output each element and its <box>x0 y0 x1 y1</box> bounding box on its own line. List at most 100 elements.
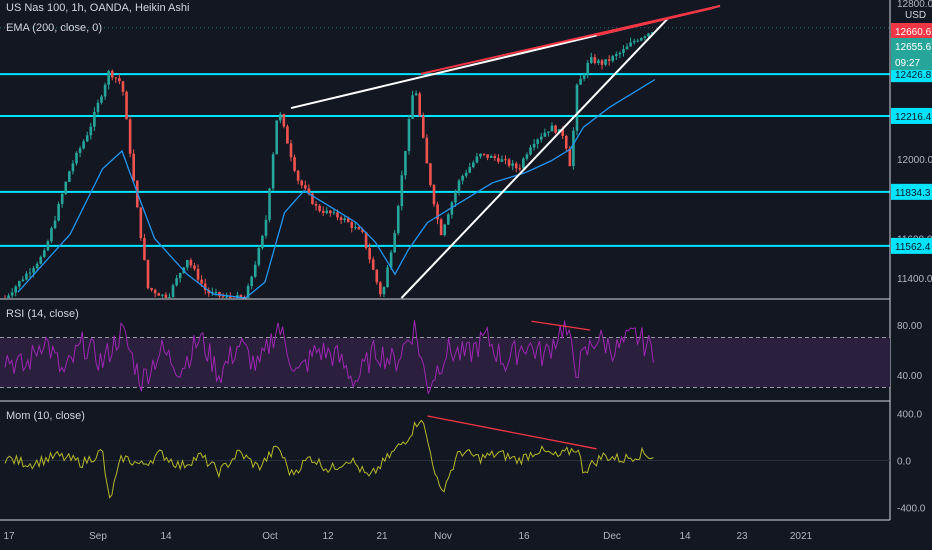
candle-body <box>85 135 89 142</box>
momentum-line <box>0 419 890 499</box>
candle-body <box>393 233 396 253</box>
momentum-path <box>4 419 654 499</box>
candle-body <box>625 46 629 50</box>
candle-body <box>450 202 454 215</box>
candle-body <box>457 180 461 193</box>
candle-body <box>10 292 14 296</box>
candle-body <box>146 259 150 289</box>
candle-body <box>189 259 193 266</box>
candle-body <box>121 81 125 92</box>
candle-body <box>300 180 304 186</box>
candle-body <box>522 158 525 169</box>
rsi-legend[interactable]: RSI (14, close) <box>6 308 79 320</box>
candle-body <box>396 206 400 234</box>
candle-body <box>193 265 196 269</box>
candle-body <box>407 119 411 151</box>
candle-body <box>257 248 261 265</box>
candle-body <box>504 159 507 161</box>
momentum-legend[interactable]: Mom (10, close) <box>6 410 85 422</box>
candle-body <box>311 193 314 205</box>
time-tick-label: 16 <box>518 531 530 542</box>
candle-body <box>357 227 361 230</box>
candle-body <box>103 84 107 97</box>
candle-body <box>100 96 103 103</box>
candle-body <box>253 264 257 277</box>
close-price-tag: 12655.6 <box>895 42 932 53</box>
trendline-annotations <box>290 4 721 299</box>
price-pane[interactable] <box>0 4 890 299</box>
momentum-pane[interactable] <box>0 415 890 499</box>
candle-body <box>32 268 35 273</box>
candle-body <box>489 156 493 158</box>
momentum-tick-label: 0.0 <box>897 457 911 468</box>
candle-body <box>296 170 300 181</box>
candle-body <box>35 263 39 269</box>
candle-body <box>607 59 611 61</box>
candle-body <box>93 111 96 127</box>
rsi-path <box>4 320 654 396</box>
candle-body <box>593 57 597 64</box>
level-tag: 12426.8 <box>895 70 932 81</box>
last-price-tag-bg <box>891 23 932 39</box>
candle-body <box>468 167 472 173</box>
candle-body <box>493 156 497 159</box>
candle-body <box>150 288 153 290</box>
rsi-pane[interactable] <box>0 320 890 396</box>
candle-body <box>110 71 114 78</box>
candle-body <box>600 60 604 65</box>
time-tick-label: Dec <box>603 531 621 542</box>
time-axis[interactable]: 17 Sep 14 Oct 12 21 Nov 16 Dec 14 23 2021 <box>3 531 812 542</box>
candle-body <box>511 163 514 166</box>
candle-body <box>200 279 203 284</box>
candle-body <box>561 129 564 136</box>
candle-body <box>75 152 78 164</box>
candle-body <box>597 60 600 64</box>
time-tick-label: Oct <box>262 531 278 542</box>
candle-body <box>332 212 336 214</box>
candle-body <box>518 168 522 170</box>
candle-body <box>293 157 296 171</box>
candle-body <box>275 120 278 155</box>
candle-body <box>375 269 379 283</box>
level-tag: 12216.4 <box>895 112 932 123</box>
candle-body <box>321 210 325 213</box>
candle-body <box>564 135 568 149</box>
rsi-tick-label: 80.00 <box>897 321 922 332</box>
candle-body <box>96 102 100 112</box>
level-tag-bg <box>891 237 932 254</box>
candle-body <box>486 154 489 158</box>
red-trendline <box>596 6 714 37</box>
candle-body <box>289 143 293 158</box>
ema-legend[interactable]: EMA (200, close, 0) <box>6 22 102 34</box>
candle-body <box>640 37 643 41</box>
candle-body <box>421 115 425 138</box>
candle-body <box>107 71 110 85</box>
candle-body <box>354 227 357 229</box>
time-tick-label: 14 <box>160 531 172 542</box>
price-axis[interactable]: 12800.0USD11400.012000.011800.011600.012… <box>891 0 932 514</box>
candle-body <box>282 114 286 127</box>
candle-body <box>464 172 468 176</box>
candle-body <box>543 132 547 137</box>
candle-body <box>572 130 575 167</box>
candle-body <box>228 296 232 298</box>
time-tick-label: 12 <box>322 531 334 542</box>
candle-body <box>379 282 382 295</box>
time-tick-label: 14 <box>679 531 691 542</box>
momentum-divergence-line <box>427 415 597 450</box>
ema-line <box>17 78 656 299</box>
time-tick-label: 17 <box>3 531 15 542</box>
symbol-legend[interactable]: US Nas 100, 1h, OANDA, Heikin Ashi <box>6 2 190 14</box>
candle-body <box>386 267 389 288</box>
candle-body <box>500 159 504 162</box>
candle-body <box>161 294 164 296</box>
candle-body <box>479 153 482 157</box>
white-trendline <box>400 17 669 299</box>
candle-body <box>632 41 636 43</box>
candle-body <box>461 175 464 181</box>
candle-body <box>178 273 182 279</box>
candle-body <box>64 181 68 194</box>
candle-body <box>472 162 475 168</box>
candle-body <box>557 129 561 133</box>
